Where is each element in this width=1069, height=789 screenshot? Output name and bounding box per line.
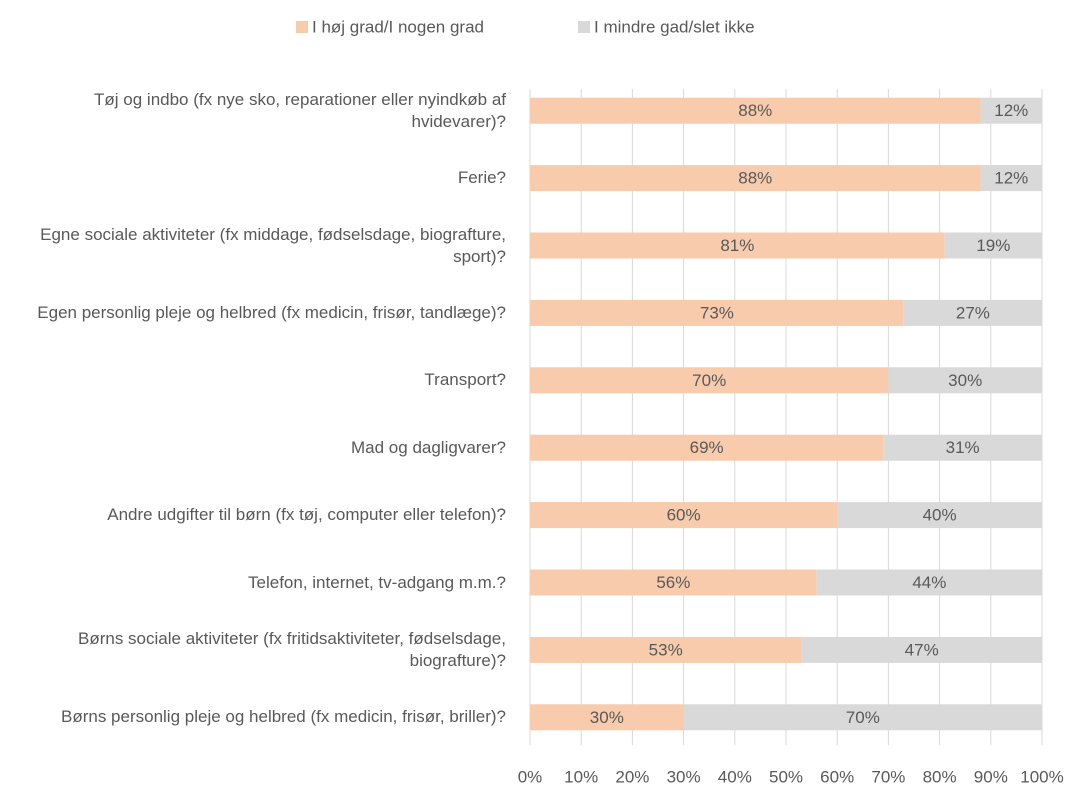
bar-segment (683, 704, 1042, 731)
x-tick-label: 40% (718, 767, 752, 786)
x-tick-label: 60% (820, 767, 854, 786)
bar-segment (883, 434, 1042, 461)
bar-segment (903, 299, 1042, 326)
bar-segment (530, 434, 884, 461)
value-label: 60% (667, 506, 701, 525)
value-label: 27% (956, 303, 990, 322)
x-tick-label: 30% (667, 767, 701, 786)
legend-label: I høj grad/I nogen grad (312, 17, 484, 36)
x-tick-label: 50% (769, 767, 803, 786)
value-label: 12% (994, 169, 1028, 188)
bar-segment (980, 97, 1042, 124)
legend-label: I mindre gad/slet ikke (594, 17, 755, 36)
x-tick-label: 20% (615, 767, 649, 786)
bar-segment (530, 165, 981, 192)
bar-segment (530, 299, 904, 326)
value-label: 70% (692, 371, 726, 390)
value-label: 88% (738, 101, 772, 120)
x-tick-label: 100% (1020, 767, 1063, 786)
value-label: 44% (912, 573, 946, 592)
value-label: 47% (905, 640, 939, 659)
bar-segment (944, 232, 1042, 259)
category-label: Ferie? (457, 168, 506, 188)
bar-segment (801, 636, 1042, 663)
value-label: 12% (994, 101, 1028, 120)
x-tick-label: 80% (923, 767, 957, 786)
bar-segment (530, 704, 684, 731)
bar-segment (530, 232, 945, 259)
category-label: Børns personlig pleje og helbred (fx med… (60, 707, 506, 727)
value-label: 69% (690, 438, 724, 457)
legend-swatch (578, 21, 590, 33)
x-tick-label: 0% (518, 767, 543, 786)
bar-segment (530, 502, 838, 529)
value-label: 81% (720, 236, 754, 255)
bar-segment (816, 569, 1042, 596)
value-label: 88% (738, 169, 772, 188)
category-label: Børns sociale aktiviteter (fx fritidsakt… (78, 628, 506, 670)
category-label: Egne sociale aktiviteter (fx middage, fø… (40, 224, 506, 266)
bar-segment (530, 97, 981, 124)
legend-swatch (296, 21, 308, 33)
value-label: 70% (846, 708, 880, 727)
category-label: Transport? (424, 370, 506, 390)
bar-segment (837, 502, 1042, 529)
value-label: 56% (656, 573, 690, 592)
bar-segment (530, 569, 817, 596)
category-label: Tøj og indbo (fx nye sko, reparationer e… (94, 89, 506, 131)
value-label: 31% (946, 438, 980, 457)
x-tick-label: 10% (564, 767, 598, 786)
bar-segment (980, 165, 1042, 192)
bar-segment (530, 636, 802, 663)
category-label: Mad og dagligvarer? (351, 437, 506, 457)
value-label: 53% (649, 640, 683, 659)
category-label: Egen personlig pleje og helbred (fx medi… (37, 302, 506, 322)
value-label: 30% (948, 371, 982, 390)
bar-segment (888, 367, 1042, 394)
x-tick-label: 70% (871, 767, 905, 786)
value-label: 73% (700, 303, 734, 322)
category-label: Telefon, internet, tv-adgang m.m.? (248, 572, 506, 592)
value-label: 40% (923, 506, 957, 525)
value-label: 30% (590, 708, 624, 727)
bar-segment (530, 367, 889, 394)
x-tick-label: 90% (974, 767, 1008, 786)
value-label: 19% (976, 236, 1010, 255)
category-label: Andre udgifter til børn (fx tøj, compute… (107, 505, 506, 525)
